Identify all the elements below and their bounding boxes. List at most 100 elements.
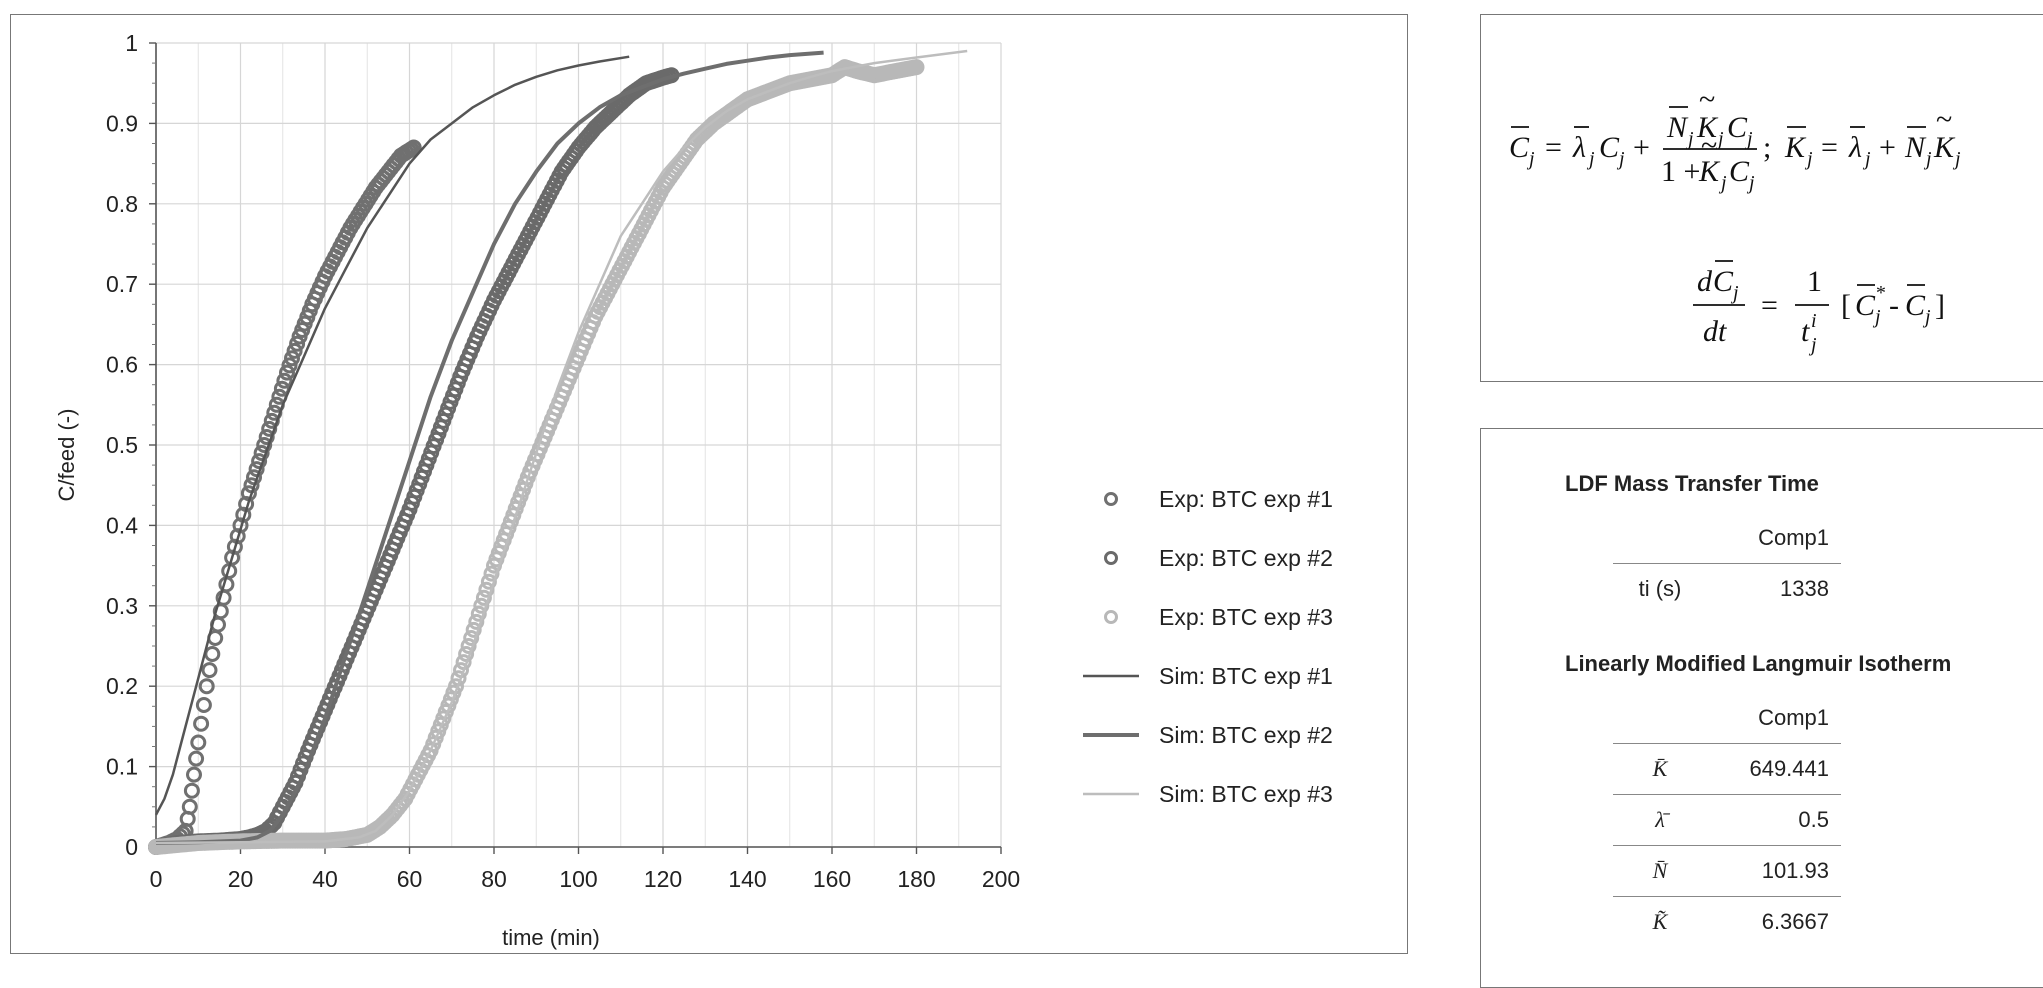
data-point bbox=[483, 565, 500, 582]
data-point bbox=[465, 621, 482, 638]
y-tick-label: 0.5 bbox=[106, 432, 138, 458]
svg-text:j: j bbox=[1616, 148, 1625, 170]
svg-text:dt: dt bbox=[1703, 315, 1727, 348]
data-point bbox=[198, 678, 215, 695]
svg-text:N: N bbox=[1666, 111, 1689, 144]
data-point bbox=[908, 59, 925, 76]
svg-text:=: = bbox=[1545, 131, 1562, 164]
data-point bbox=[480, 573, 497, 590]
x-tick-label: 0 bbox=[150, 866, 163, 892]
equation-graphic: C j = λ j C j + N j K ~ j C j 1 + K ~ j … bbox=[1509, 83, 1961, 356]
isotherm-row-label: N̄ bbox=[1613, 845, 1707, 897]
svg-text:j: j bbox=[1685, 128, 1694, 150]
legend-marker bbox=[1104, 610, 1118, 624]
legend-entry: Exp: BTC exp #3 bbox=[1104, 604, 1333, 630]
legend-entry: Sim: BTC exp #2 bbox=[1083, 722, 1333, 748]
svg-text:1 +: 1 + bbox=[1661, 155, 1700, 188]
svg-text:K: K bbox=[1698, 155, 1721, 188]
data-point bbox=[195, 697, 212, 713]
x-tick-label: 20 bbox=[228, 866, 254, 892]
y-tick-label: 0.2 bbox=[106, 673, 138, 699]
y-tick-label: 0.4 bbox=[106, 512, 138, 538]
svg-text:C: C bbox=[1729, 155, 1750, 188]
series-line bbox=[154, 55, 630, 816]
svg-text:j: j bbox=[1744, 128, 1753, 150]
legend-label: Exp: BTC exp #2 bbox=[1159, 545, 1333, 571]
svg-text:K: K bbox=[1784, 131, 1807, 164]
data-point bbox=[273, 380, 290, 397]
x-tick-label: 120 bbox=[644, 866, 682, 892]
isotherm-row-value: 6.3667 bbox=[1761, 909, 1829, 934]
svg-text:C: C bbox=[1713, 265, 1734, 298]
data-point bbox=[458, 646, 475, 662]
x-tick-label: 180 bbox=[897, 866, 935, 892]
isotherm-column-header: Comp1 bbox=[1707, 693, 1841, 744]
svg-text:j: j bbox=[1922, 306, 1931, 328]
isotherm-table: Comp1 K̄ 649.441 λ̄ 0.5 N̄ 101.93 K̃ 6.3… bbox=[1613, 693, 1841, 947]
x-tick-label: 160 bbox=[813, 866, 851, 892]
data-point bbox=[405, 139, 422, 156]
isotherm-row-label: K̃ bbox=[1652, 909, 1668, 934]
series-1-markers bbox=[148, 139, 422, 855]
svg-text:]: ] bbox=[1935, 289, 1945, 322]
data-point bbox=[284, 350, 300, 367]
svg-text:j: j bbox=[1804, 148, 1813, 170]
data-point bbox=[193, 715, 210, 732]
legend-entry: Sim: BTC exp #3 bbox=[1083, 781, 1333, 807]
isotherm-row-value: 0.5 bbox=[1707, 794, 1841, 846]
isotherm-row-label: λ̄ bbox=[1613, 794, 1707, 846]
svg-text:j: j bbox=[1730, 282, 1739, 304]
data-point bbox=[188, 750, 205, 767]
svg-text:=: = bbox=[1761, 289, 1778, 322]
table-row: K̄ 649.441 bbox=[1613, 743, 1841, 795]
svg-text:j: j bbox=[1526, 148, 1535, 170]
data-point bbox=[470, 605, 487, 622]
data-point bbox=[201, 662, 218, 679]
data-point bbox=[183, 782, 200, 799]
y-tick-label: 0 bbox=[125, 834, 138, 860]
svg-text:~: ~ bbox=[1699, 83, 1715, 116]
series-line bbox=[155, 50, 824, 845]
svg-text:1: 1 bbox=[1807, 265, 1822, 298]
parameters-panel: LDF Mass Transfer Time Comp1 ti (s) 1338… bbox=[1480, 428, 2043, 988]
y-tick-label: 0.1 bbox=[106, 754, 138, 780]
series-line bbox=[155, 49, 968, 845]
legend-label: Exp: BTC exp #3 bbox=[1159, 604, 1333, 630]
table-row: λ̄ 0.5 bbox=[1613, 794, 1841, 846]
x-axis-label: time (min) bbox=[502, 925, 600, 950]
isotherm-row-label: K̄ bbox=[1613, 743, 1707, 795]
svg-text:λ: λ bbox=[1848, 131, 1862, 164]
legend-label: Sim: BTC exp #2 bbox=[1159, 722, 1333, 748]
legend-marker bbox=[1104, 492, 1118, 506]
svg-text:K: K bbox=[1933, 131, 1956, 164]
legend-entry: Sim: BTC exp #1 bbox=[1083, 663, 1333, 689]
svg-text:t: t bbox=[1801, 315, 1810, 348]
data-point bbox=[460, 638, 477, 654]
ldf-row-value: 1338 bbox=[1780, 576, 1829, 601]
svg-text:j: j bbox=[1586, 148, 1595, 170]
isotherm-row-value: 649.441 bbox=[1707, 743, 1841, 795]
legend-label: Sim: BTC exp #1 bbox=[1159, 663, 1333, 689]
data-point bbox=[478, 581, 495, 598]
y-tick-label: 0.3 bbox=[106, 593, 138, 619]
svg-text:-: - bbox=[1889, 289, 1899, 322]
y-tick-label: 0.6 bbox=[106, 352, 138, 378]
breakthrough-chart: 0 20 40 60 80 100 120 140 160 180 200 0 0.1 0.2 0.3 0.4… bbox=[54, 30, 1333, 950]
y-tick-label: 0.9 bbox=[106, 110, 138, 136]
svg-text:j: j bbox=[1872, 306, 1881, 328]
data-point bbox=[463, 630, 480, 646]
svg-text:λ: λ bbox=[1572, 131, 1586, 164]
svg-text:[: [ bbox=[1841, 289, 1851, 322]
legend-marker bbox=[1104, 551, 1118, 565]
ldf-column-header: Comp1 bbox=[1707, 513, 1841, 564]
data-point bbox=[253, 445, 270, 461]
svg-text:;: ; bbox=[1763, 131, 1771, 164]
svg-text:+: + bbox=[1879, 131, 1896, 164]
ldf-equation: d C j dt = 1 t i j [ C * j - C j ] bbox=[1693, 260, 1945, 356]
svg-text:j: j bbox=[1923, 148, 1932, 170]
svg-text:*: * bbox=[1875, 282, 1885, 304]
data-point bbox=[186, 766, 202, 783]
isotherm-section-title: Linearly Modified Langmuir Isotherm bbox=[1565, 651, 1952, 676]
chart-panel: 0 20 40 60 80 100 120 140 160 180 200 0 0.1 0.2 0.3 0.4… bbox=[10, 14, 1408, 954]
svg-text:j: j bbox=[1718, 172, 1727, 194]
